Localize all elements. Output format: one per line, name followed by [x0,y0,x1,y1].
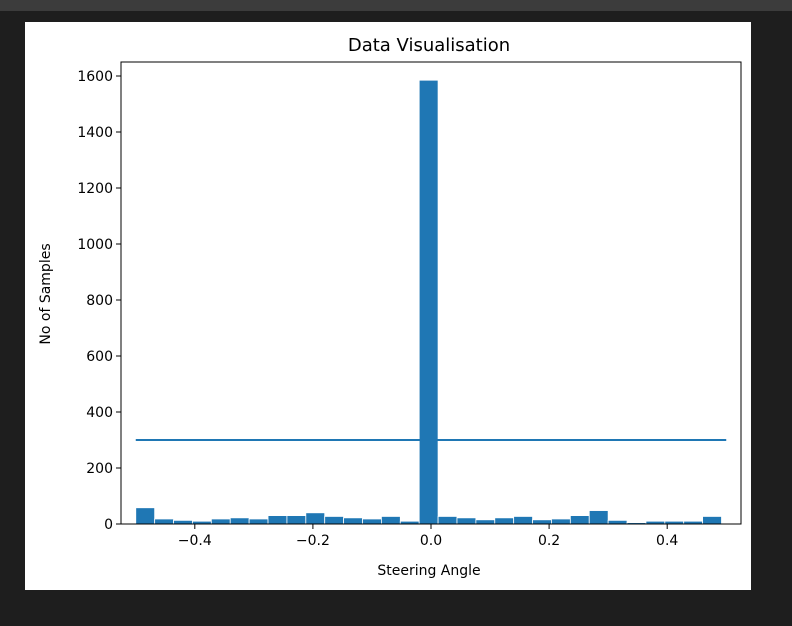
histogram-bar [569,515,590,525]
x-axis-label: Steering Angle [377,563,480,579]
x-tick-label: 0.2 [538,533,560,549]
histogram-bar [324,516,345,525]
histogram-bar [551,518,571,525]
histogram-bar [343,517,363,525]
histogram-bar [380,516,401,525]
bars-group [135,79,722,525]
histogram-bar [418,79,439,525]
y-tick-label: 1200 [77,181,113,197]
histogram-bar [456,517,477,525]
x-tick-label: 0.4 [656,533,678,549]
histogram-bar [702,516,722,525]
y-axis-label: No of Samples [38,243,54,344]
histogram-bar [475,519,496,525]
histogram-bar [305,512,326,525]
histogram-bar [154,518,174,525]
histogram-bar [494,517,515,525]
histogram-bar [286,515,307,525]
histogram-bar [437,516,458,525]
x-tick-label: −0.4 [178,533,212,549]
figure-canvas: Data Visualisation −0.4 −0.2 0.0 0.2 0.4 0 20… [25,22,751,590]
y-tick-label: 600 [86,349,113,365]
histogram-bar [229,517,250,525]
histogram-bar [588,510,609,525]
histogram-bar [607,519,628,525]
histogram-bar [267,515,288,525]
histogram-bar [210,518,231,525]
chart-title: Data Visualisation [348,35,510,56]
y-tick-label: 200 [86,461,113,477]
window-top-bar [0,0,792,11]
y-tick-label: 1600 [77,69,113,85]
y-tick-label: 1400 [77,125,113,141]
y-tick-label: 1000 [77,237,113,253]
histogram-bar [362,518,382,525]
x-ticks-group: −0.4 −0.2 0.0 0.2 0.4 [178,524,678,549]
x-tick-label: 0.0 [420,533,442,549]
y-tick-label: 800 [86,293,113,309]
histogram-bar [532,519,552,525]
histogram-chart: Data Visualisation −0.4 −0.2 0.0 0.2 0.4 0 20… [38,35,742,579]
y-ticks-group: 0 200 400 600 800 1000 1200 1400 1600 [77,69,121,533]
y-tick-label: 0 [104,517,113,533]
histogram-bar [173,519,193,525]
histogram-bar [513,516,533,525]
histogram-bar [135,507,156,525]
y-tick-label: 400 [86,405,113,421]
x-tick-label: −0.2 [296,533,330,549]
histogram-bar [248,518,269,525]
